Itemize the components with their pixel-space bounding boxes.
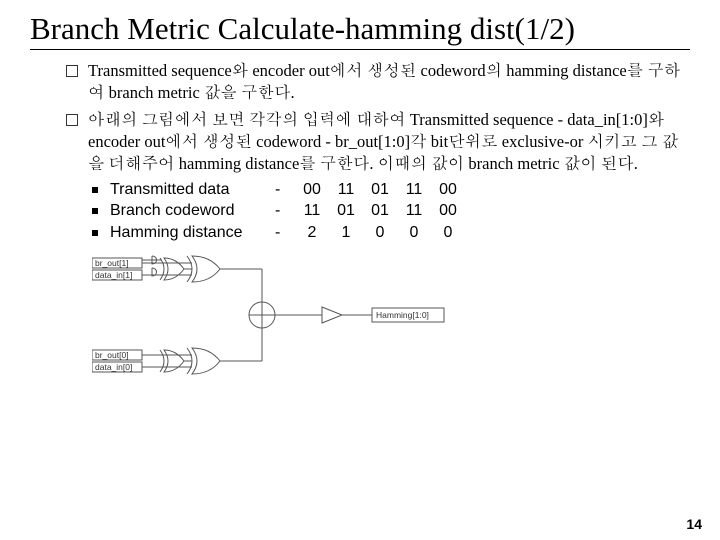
filled-square-icon <box>92 230 98 236</box>
bullet-item: Transmitted sequence와 encoder out에서 생성된 … <box>66 60 690 105</box>
row-label: Branch codeword <box>110 201 275 222</box>
diagram-svg: br_out[1] data_in[1] br_out[0] data_in[0… <box>92 252 472 392</box>
signal-label: br_out[0] <box>95 350 129 360</box>
output-label: Hamming[1:0] <box>376 310 429 320</box>
hollow-square-icon <box>66 114 78 126</box>
signal-label: data_in[0] <box>95 362 132 372</box>
dash: - <box>275 180 295 201</box>
row-label: Hamming distance <box>110 223 275 244</box>
bullet-text: 아래의 그림에서 보면 각각의 입력에 대하여 Transmitted sequ… <box>88 109 690 176</box>
page-number: 14 <box>686 516 702 532</box>
dash: - <box>275 223 295 244</box>
row-values: 2 1 0 0 0 <box>295 223 465 244</box>
table-row: Branch codeword - 11 01 01 11 00 <box>92 201 690 222</box>
signal-label: data_in[1] <box>95 270 132 280</box>
filled-square-icon <box>92 208 98 214</box>
bullet-item: 아래의 그림에서 보면 각각의 입력에 대하여 Transmitted sequ… <box>66 109 690 176</box>
body-content: Transmitted sequence와 encoder out에서 생성된 … <box>30 60 690 397</box>
table-row: Hamming distance - 2 1 0 0 0 <box>92 223 690 244</box>
hollow-square-icon <box>66 65 78 77</box>
bullet-text: Transmitted sequence와 encoder out에서 생성된 … <box>88 60 690 105</box>
filled-square-icon <box>92 187 98 193</box>
signal-label: br_out[1] <box>95 258 129 268</box>
row-values: 11 01 01 11 00 <box>295 201 465 222</box>
dash: - <box>275 201 295 222</box>
row-values: 00 11 01 11 00 <box>295 180 465 201</box>
data-table: Transmitted data - 00 11 01 11 00 Branch… <box>66 180 690 244</box>
page-title: Branch Metric Calculate-hamming dist(1/2… <box>30 10 690 50</box>
row-label: Transmitted data <box>110 180 275 201</box>
circuit-diagram: br_out[1] data_in[1] br_out[0] data_in[0… <box>66 252 690 397</box>
table-row: Transmitted data - 00 11 01 11 00 <box>92 180 690 201</box>
